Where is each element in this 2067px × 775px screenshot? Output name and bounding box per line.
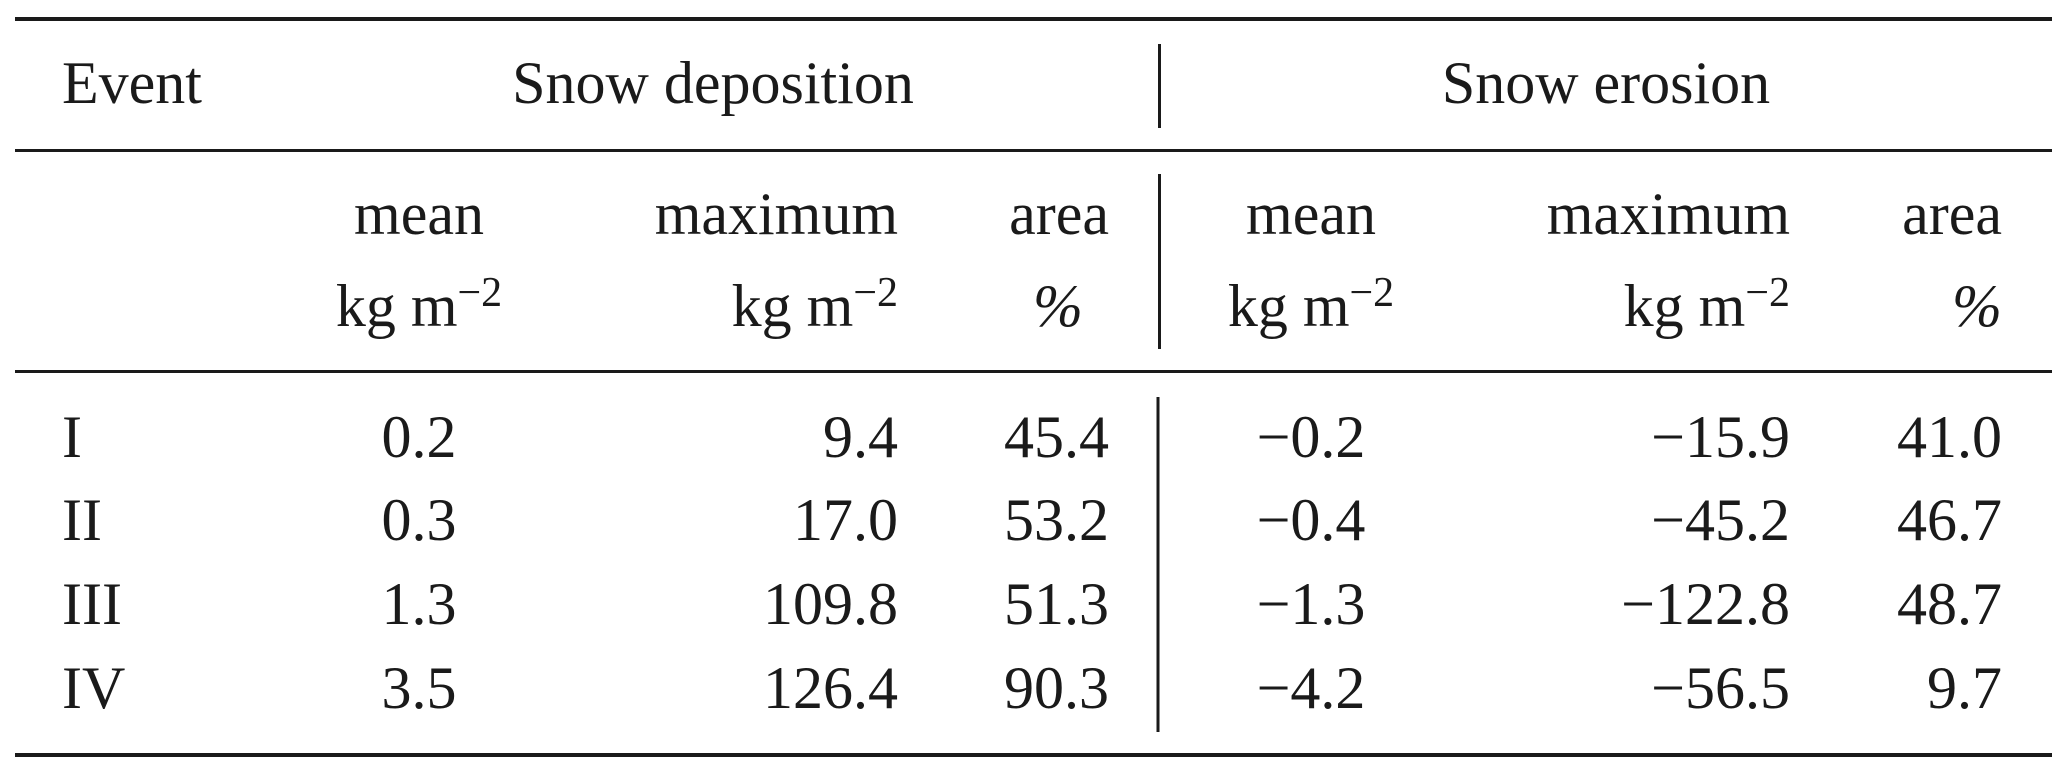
row-4-ero-max: −56.5 [1651, 655, 1790, 721]
row-3-dep-mean: 1.3 [381, 571, 457, 637]
row-4-dep-area: 90.3 [1004, 655, 1109, 721]
subheader-ero-maximum: maximum [1546, 181, 1790, 247]
unit-ero-maximum: kg m−2 [1623, 270, 1790, 339]
row-1-ero-max: −15.9 [1651, 404, 1790, 470]
table-bottom-rule [15, 753, 2052, 757]
row-1-dep-mean: 0.2 [381, 404, 457, 470]
header-event: Event [62, 50, 202, 116]
row-1-event: I [62, 404, 82, 470]
row-2-ero-max: −45.2 [1651, 487, 1790, 553]
subheader-dep-maximum: maximum [654, 181, 898, 247]
column-divider-header [1158, 44, 1161, 128]
row-2-dep-mean: 0.3 [381, 487, 457, 553]
row-2-ero-mean: −0.4 [1256, 487, 1366, 553]
unit-dep-mean: kg m−2 [335, 270, 503, 339]
row-4-dep-max: 126.4 [763, 655, 898, 721]
row-3-ero-mean: −1.3 [1256, 571, 1366, 637]
column-divider-subheader [1158, 174, 1161, 349]
row-4-ero-area: 9.7 [1927, 655, 2002, 721]
row-1-ero-area: 41.0 [1897, 404, 2002, 470]
row-4-event: IV [62, 655, 126, 721]
row-1-dep-area: 45.4 [1004, 404, 1109, 470]
row-2-ero-area: 46.7 [1897, 487, 2002, 553]
unit-ero-area: % [1952, 273, 2002, 339]
column-divider-body [1156, 397, 1160, 732]
unit-dep-maximum: kg m−2 [731, 270, 898, 339]
unit-dep-area: % [1033, 273, 1083, 339]
row-2-dep-max: 17.0 [793, 487, 898, 553]
row-3-ero-max: −122.8 [1621, 571, 1790, 637]
header-rule [15, 149, 2052, 152]
row-3-dep-area: 51.3 [1004, 571, 1109, 637]
table-top-rule [15, 17, 2052, 21]
subheader-dep-mean: mean [354, 181, 484, 247]
row-4-ero-mean: −4.2 [1256, 655, 1366, 721]
row-1-dep-max: 9.4 [823, 404, 898, 470]
row-1-ero-mean: −0.2 [1256, 404, 1366, 470]
row-2-event: II [62, 487, 102, 553]
header-snow-deposition: Snow deposition [512, 50, 914, 116]
row-4-dep-mean: 3.5 [381, 655, 457, 721]
subheader-ero-area: area [1902, 181, 2002, 247]
row-3-dep-max: 109.8 [763, 571, 898, 637]
subheader-rule [15, 370, 2052, 373]
header-snow-erosion: Snow erosion [1441, 50, 1771, 116]
row-3-ero-area: 48.7 [1897, 571, 2002, 637]
row-3-event: III [62, 571, 122, 637]
subheader-ero-mean: mean [1246, 181, 1376, 247]
subheader-dep-area: area [1009, 181, 1109, 247]
unit-ero-mean: kg m−2 [1227, 270, 1395, 339]
row-2-dep-area: 53.2 [1004, 487, 1109, 553]
